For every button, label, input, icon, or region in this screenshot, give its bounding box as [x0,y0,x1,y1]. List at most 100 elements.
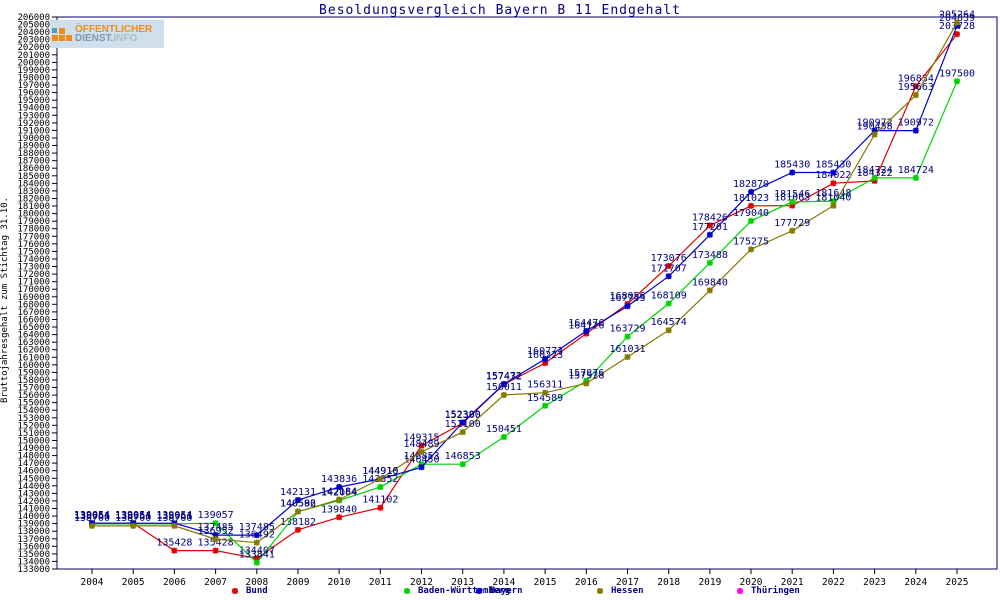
svg-text:185430: 185430 [774,160,810,171]
svg-text:177201: 177201 [692,222,728,233]
svg-text:184724: 184724 [857,165,893,176]
legend-item-thuringen: Thüringen [733,584,800,598]
legend-marker-icon [596,587,604,595]
logo-squares-icon [52,27,72,41]
svg-text:134000: 134000 [17,557,50,567]
svg-text:149000: 149000 [17,444,50,454]
svg-text:170000: 170000 [17,285,50,295]
legend-item-baden-wurttemberg: Baden-Württemberg [400,584,510,598]
svg-text:184322: 184322 [857,168,893,179]
svg-text:2010: 2010 [328,577,351,588]
svg-text:2007: 2007 [204,577,227,588]
svg-text:182000: 182000 [17,195,50,205]
svg-text:200000: 200000 [17,58,50,68]
svg-text:155000: 155000 [17,399,50,409]
svg-text:146450: 146450 [403,454,439,465]
svg-text:2006: 2006 [163,577,186,588]
svg-text:145000: 145000 [17,474,50,484]
svg-text:181023: 181023 [733,193,769,204]
svg-text:150451: 150451 [486,424,522,435]
svg-text:138700: 138700 [156,513,192,524]
svg-text:154589: 154589 [527,393,563,404]
svg-text:164574: 164574 [651,317,687,328]
svg-text:183000: 183000 [17,187,50,197]
svg-text:167753: 167753 [609,293,645,304]
svg-text:193000: 193000 [17,111,50,121]
svg-text:153000: 153000 [17,414,50,424]
svg-text:158000: 158000 [17,376,50,386]
svg-text:142000: 142000 [17,497,50,507]
legend-marker-icon [231,587,239,595]
series-baden-wurttemberg: 138961 138961 138961 139057 133841 140596 1420… [74,68,975,566]
logo-line2-light: INFO [113,33,138,44]
legend-label: Hessen [611,586,644,596]
svg-text:151000: 151000 [17,429,50,439]
svg-text:142184: 142184 [321,487,357,498]
svg-text:134407: 134407 [239,545,275,556]
svg-text:160773: 160773 [527,346,563,357]
svg-text:191000: 191000 [17,126,50,136]
svg-text:160000: 160000 [17,361,50,371]
svg-text:2012: 2012 [410,577,433,588]
logo-line2: DIENST.INFO [75,33,152,44]
svg-text:135428: 135428 [156,538,192,549]
svg-text:165000: 165000 [17,323,50,333]
svg-text:152000: 152000 [17,421,50,431]
legend-label: Bayern [490,586,523,596]
svg-text:157000: 157000 [17,384,50,394]
svg-text:2004: 2004 [81,577,104,588]
svg-text:157528: 157528 [568,371,604,382]
svg-text:138000: 138000 [17,527,50,537]
svg-text:2015: 2015 [534,577,557,588]
svg-text:160223: 160223 [527,350,563,361]
svg-text:181040: 181040 [815,193,851,204]
svg-text:205264: 205264 [939,10,975,21]
svg-text:2011: 2011 [369,577,392,588]
svg-text:174000: 174000 [17,255,50,265]
svg-text:181063: 181063 [774,193,810,204]
svg-text:2018: 2018 [657,577,680,588]
svg-text:192000: 192000 [17,119,50,129]
legend-marker-icon [475,587,483,595]
svg-text:139840: 139840 [321,504,357,515]
svg-text:2013: 2013 [451,577,474,588]
svg-text:184022: 184022 [815,170,851,181]
svg-text:171707: 171707 [651,263,687,274]
svg-text:164476: 164476 [568,318,604,329]
svg-text:152300: 152300 [445,410,481,421]
svg-text:168056: 168056 [609,291,645,302]
svg-text:190972: 190972 [857,118,893,129]
svg-text:2024: 2024 [904,577,927,588]
svg-text:201000: 201000 [17,51,50,61]
svg-text:143836: 143836 [321,474,357,485]
site-logo[interactable]: ÖFFENTLICHER DIENST.INFO [50,20,164,48]
svg-text:2017: 2017 [616,577,639,588]
svg-text:204000: 204000 [17,28,50,38]
svg-text:184000: 184000 [17,179,50,189]
legend-item-bund: Bund [228,584,268,598]
svg-text:164126: 164126 [568,321,604,332]
svg-text:137000: 137000 [17,535,50,545]
svg-text:190972: 190972 [898,118,934,129]
svg-text:147000: 147000 [17,459,50,469]
svg-text:199000: 199000 [17,66,50,76]
svg-text:146853: 146853 [403,451,439,462]
svg-text:2014: 2014 [492,577,515,588]
svg-text:190458: 190458 [857,122,893,133]
svg-text:133841: 133841 [239,550,275,561]
svg-text:178426: 178426 [692,213,728,224]
svg-text:146000: 146000 [17,467,50,477]
chart-title: Besoldungsvergleich Bayern B 11 Endgehal… [319,3,681,18]
svg-text:198000: 198000 [17,74,50,84]
svg-text:2020: 2020 [740,577,763,588]
svg-text:181546: 181546 [774,189,810,200]
svg-text:172000: 172000 [17,270,50,280]
svg-text:2022: 2022 [822,577,845,588]
svg-text:146853: 146853 [445,451,481,462]
svg-text:142131: 142131 [280,487,316,498]
svg-text:204839: 204839 [939,13,975,24]
svg-text:139054: 139054 [74,510,110,521]
svg-text:159000: 159000 [17,368,50,378]
legend-marker-icon [736,587,744,595]
